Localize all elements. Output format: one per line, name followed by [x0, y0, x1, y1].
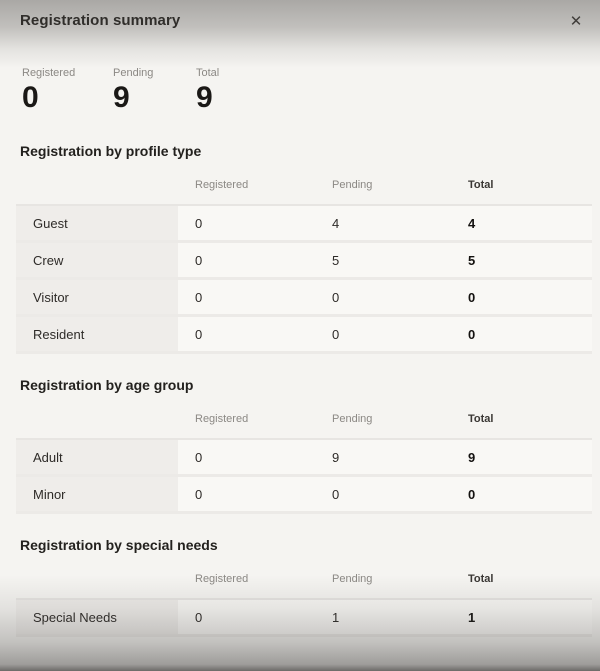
table-row: Minor 0 0 0 [16, 477, 592, 514]
table-section: Registration by age group Registered Pend… [0, 377, 600, 514]
cell-value: 0 [332, 289, 340, 305]
table-row: Resident 0 0 0 [16, 317, 592, 354]
table-row: Crew 0 5 5 [16, 243, 592, 280]
cell-value: 5 [468, 252, 476, 268]
row-label: Special Needs [16, 600, 178, 634]
row-values: 0 0 0 [178, 477, 592, 511]
row-values: 0 9 9 [178, 440, 592, 474]
section-title: Registration by special needs [20, 537, 218, 553]
table-header-row: Registered Pending Total [16, 573, 592, 600]
table-header-row: Registered Pending Total [16, 413, 592, 440]
stat-label: Total [196, 67, 220, 79]
column-header: Total [468, 573, 494, 585]
stat-label: Registered [22, 67, 76, 79]
table-body: Adult 0 9 9 Minor 0 0 0 [16, 440, 592, 514]
row-label: Minor [16, 477, 178, 511]
cell-value: 0 [332, 326, 340, 342]
close-icon[interactable]: ✕ [564, 10, 588, 34]
column-header: Pending [332, 413, 373, 425]
row-label: Guest [16, 206, 178, 240]
row-values: 0 1 1 [178, 600, 592, 634]
stat-value: 0 [22, 81, 39, 114]
cell-value: 9 [468, 449, 476, 465]
cell-value: 0 [195, 449, 203, 465]
cell-value: 4 [468, 215, 476, 231]
cell-value: 4 [332, 215, 340, 231]
dialog-header: Registration summary ✕ [0, 0, 600, 40]
column-header: Total [468, 413, 494, 425]
cell-value: 1 [468, 609, 476, 625]
table-row: Guest 0 4 4 [16, 206, 592, 243]
column-header: Registered [195, 573, 249, 585]
cell-value: 9 [332, 449, 340, 465]
stats-row: Registered 0 Pending 9 Total 9 [22, 67, 600, 114]
section-title: Registration by age group [20, 377, 194, 393]
stat-total: Total 9 [196, 67, 219, 114]
cell-value: 0 [195, 252, 203, 268]
column-header: Registered [195, 179, 249, 191]
table-row: Special Needs 0 1 1 [16, 600, 592, 637]
stat-pending: Pending 9 [113, 67, 196, 114]
column-header: Total [468, 179, 494, 191]
column-header: Registered [195, 413, 249, 425]
row-values: 0 0 0 [178, 317, 592, 351]
row-label: Visitor [16, 280, 178, 314]
tables-container: Registration by profile type Registered P… [0, 143, 600, 637]
table-section: Registration by special needs Registered… [0, 537, 600, 637]
cell-value: 0 [195, 486, 203, 502]
cell-value: 1 [332, 609, 340, 625]
summary-table: Registered Pending Total Guest 0 4 4 Crew 0 5 5 Vi… [16, 179, 592, 354]
summary-table: Registered Pending Total Adult 0 9 9 Minor 0 0 0 [16, 413, 592, 514]
cell-value: 0 [195, 609, 203, 625]
cell-value: 0 [468, 326, 476, 342]
table-body: Guest 0 4 4 Crew 0 5 5 Visitor 0 0 0 Resident 0 0 0 [16, 206, 592, 354]
row-label: Adult [16, 440, 178, 474]
column-header: Pending [332, 179, 373, 191]
row-values: 0 4 4 [178, 206, 592, 240]
stat-value: 9 [196, 81, 213, 114]
cell-value: 0 [332, 486, 340, 502]
row-values: 0 5 5 [178, 243, 592, 277]
dialog-title: Registration summary [20, 12, 181, 29]
cell-value: 0 [468, 486, 476, 502]
cell-value: 0 [468, 289, 476, 305]
stat-registered: Registered 0 [22, 67, 113, 114]
row-label: Resident [16, 317, 178, 351]
summary-table: Registered Pending Total Special Needs 0 1 1 [16, 573, 592, 637]
table-header-row: Registered Pending Total [16, 179, 592, 206]
table-row: Adult 0 9 9 [16, 440, 592, 477]
cell-value: 0 [195, 289, 203, 305]
table-body: Special Needs 0 1 1 [16, 600, 592, 637]
row-label: Crew [16, 243, 178, 277]
stat-value: 9 [113, 81, 130, 114]
stat-label: Pending [113, 67, 154, 79]
column-header: Pending [332, 573, 373, 585]
cell-value: 0 [195, 326, 203, 342]
cell-value: 0 [195, 215, 203, 231]
table-row: Visitor 0 0 0 [16, 280, 592, 317]
row-values: 0 0 0 [178, 280, 592, 314]
section-title: Registration by profile type [20, 143, 202, 159]
table-section: Registration by profile type Registered P… [0, 143, 600, 354]
cell-value: 5 [332, 252, 340, 268]
